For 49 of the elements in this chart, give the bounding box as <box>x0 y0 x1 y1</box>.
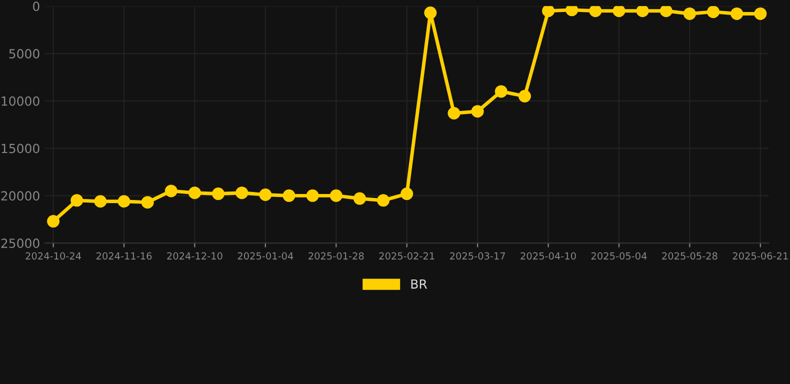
x-tick-label: 2025-03-17 <box>450 252 505 260</box>
point <box>306 189 319 202</box>
x-tick-label: 2025-01-04 <box>238 252 294 260</box>
x-tick-label: 2025-05-28 <box>662 252 718 260</box>
point <box>754 7 767 20</box>
y-tick-label: 5000 <box>9 49 40 58</box>
point <box>683 7 696 20</box>
point <box>448 106 460 120</box>
point <box>494 85 508 98</box>
point <box>612 6 626 18</box>
x-tick-label: 2024-12-10 <box>167 252 222 260</box>
point <box>660 6 672 18</box>
point <box>141 196 154 209</box>
x-tick-label: 2025-04-10 <box>520 252 576 260</box>
point <box>707 6 720 18</box>
point <box>164 184 178 198</box>
y-tick-label: 10000 <box>2 96 40 106</box>
point <box>377 194 390 207</box>
x-tick-label: 2025-06-21 <box>732 252 788 260</box>
point <box>589 6 602 18</box>
point <box>424 6 437 20</box>
point <box>259 188 272 201</box>
point <box>118 195 130 208</box>
y-tick-label: 25000 <box>1 238 40 248</box>
point <box>471 105 484 118</box>
point <box>282 189 296 202</box>
point <box>566 6 578 16</box>
point <box>518 90 531 102</box>
point <box>236 186 248 200</box>
point <box>730 7 744 20</box>
x-tick-label: 2025-05-04 <box>591 252 647 260</box>
y-tick-label: 20000 <box>1 191 40 201</box>
point <box>212 188 225 200</box>
point <box>94 195 107 208</box>
x-tick-label: 2024-10-24 <box>26 252 81 260</box>
point <box>188 186 201 200</box>
point <box>636 6 649 18</box>
point <box>353 192 366 205</box>
x-tick-label: 2024-11-16 <box>96 252 152 260</box>
y-tick-label: 15000 <box>2 144 40 154</box>
point <box>542 6 555 18</box>
x-tick-label: 2025-01-28 <box>308 252 364 260</box>
legend-label: BR <box>411 279 428 289</box>
point <box>70 194 84 207</box>
point <box>47 215 60 228</box>
x-tick-label: 2025-02-21 <box>379 252 434 260</box>
point <box>400 188 414 200</box>
y-tick-label: 0 <box>33 2 40 12</box>
point <box>330 189 342 202</box>
